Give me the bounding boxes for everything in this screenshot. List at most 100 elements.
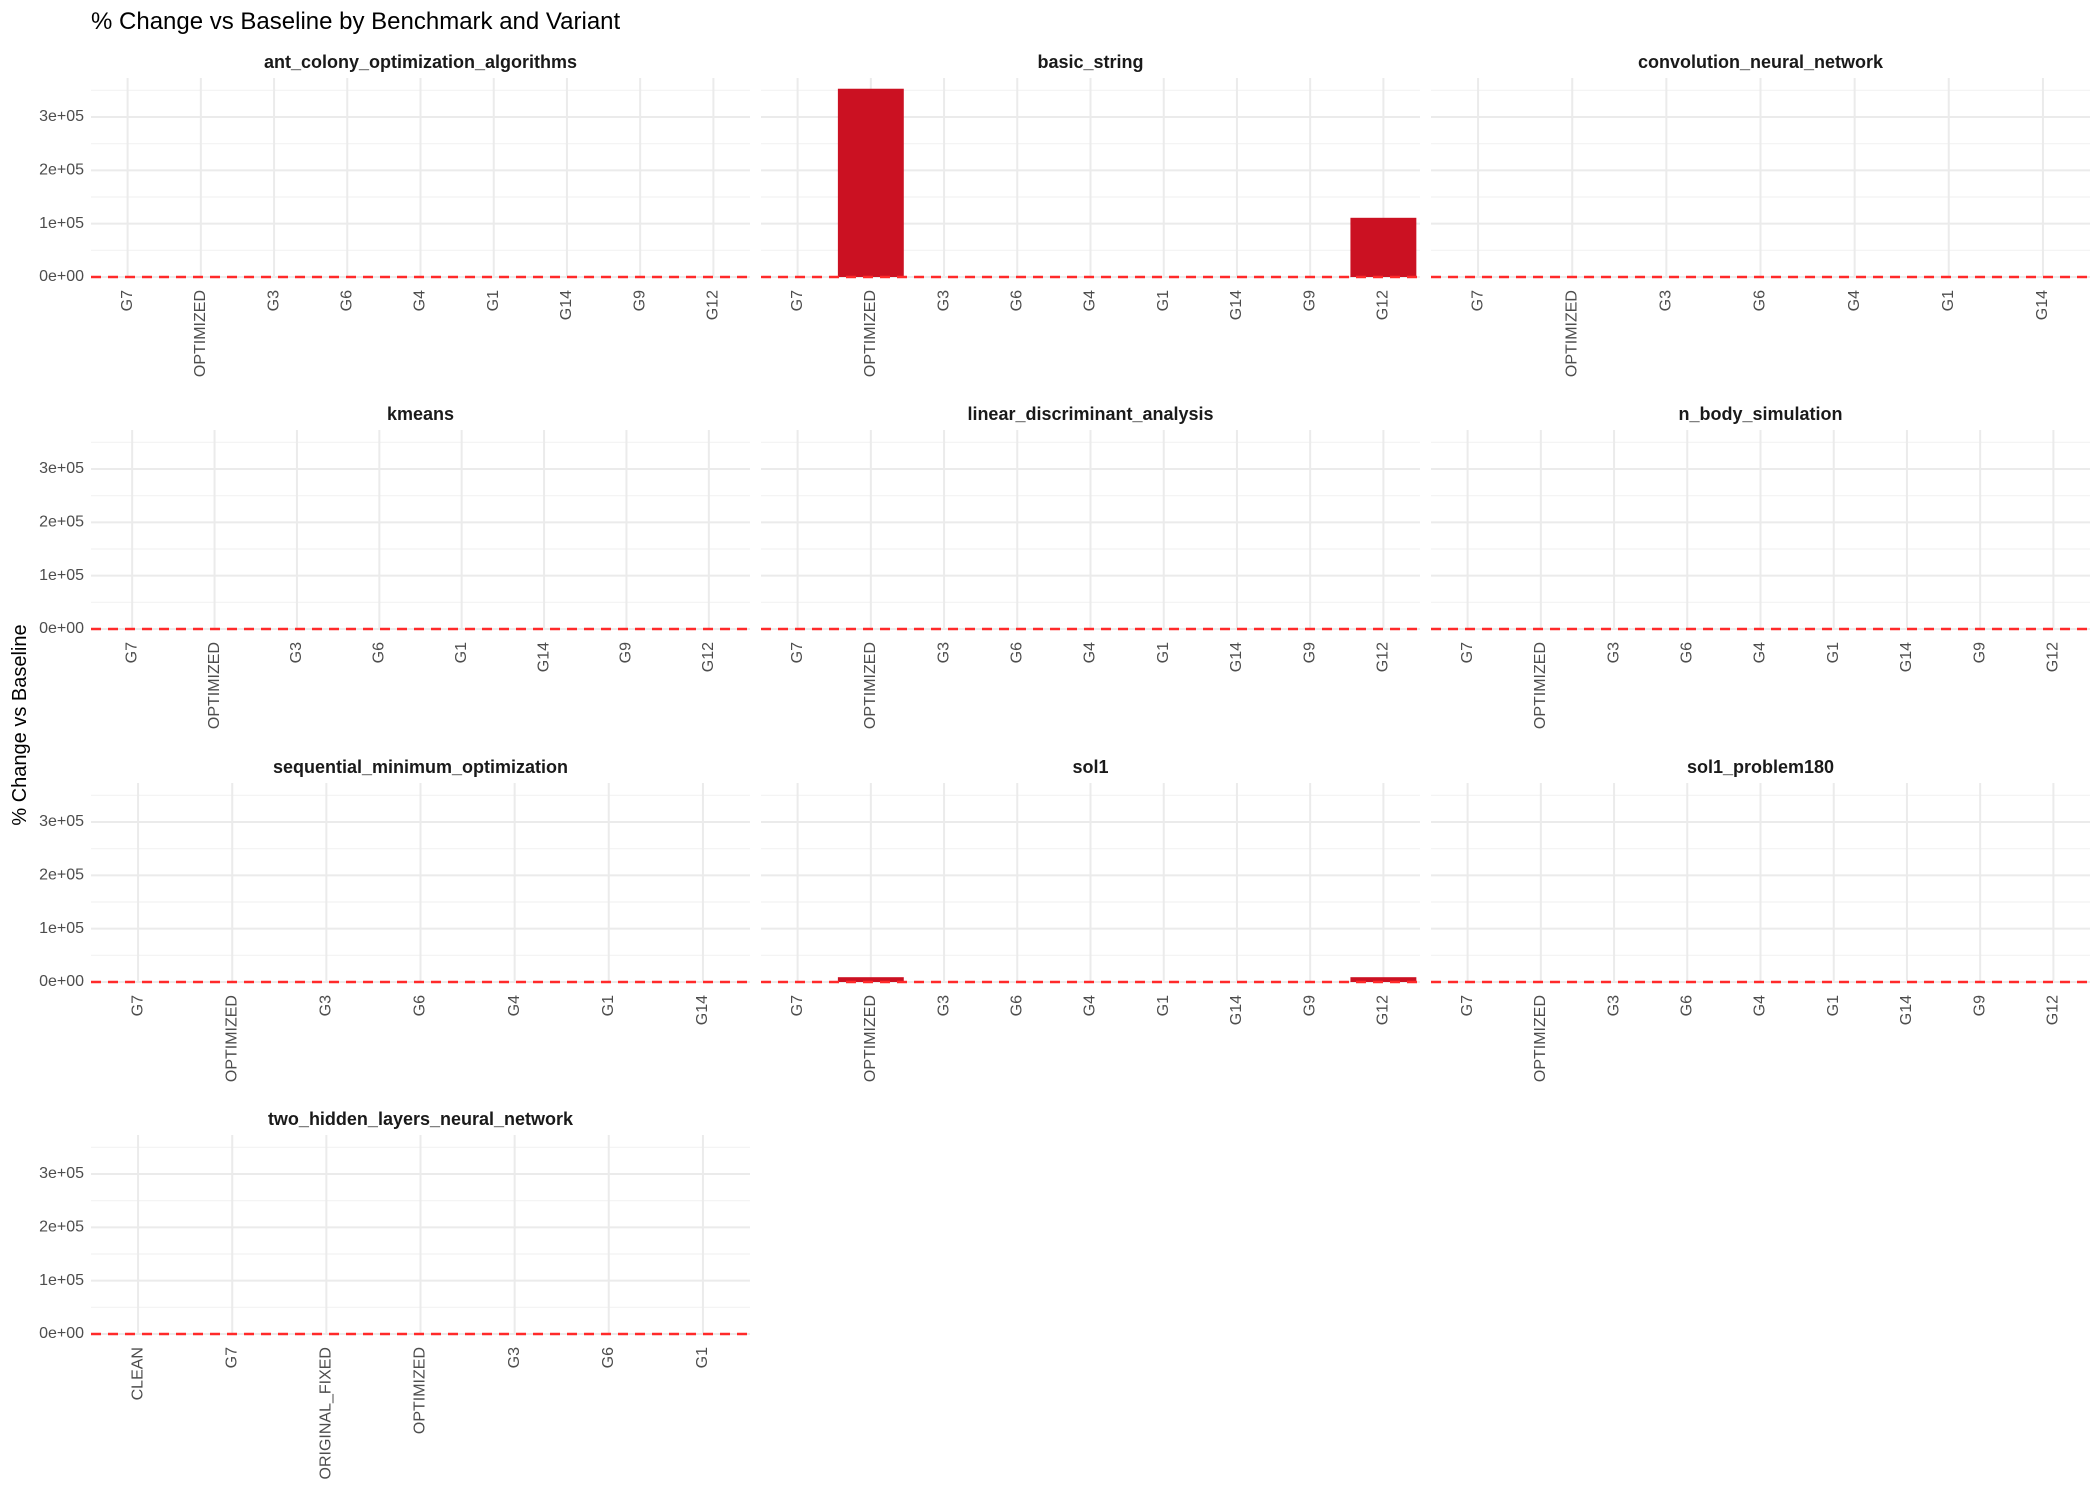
y-axis-label: % Change vs Baseline: [9, 624, 31, 825]
facet-panel-convolution_neural_network: convolution_neural_network G7 OPTIMIZED G3 G…: [1431, 52, 2090, 377]
facet-panel-ant_colony_optimization_algorithms: ant_colony_optimization_algorithms G7 OPTI…: [39, 52, 750, 377]
x-tick-label: G14: [1898, 995, 1915, 1025]
y-tick-label: 2e+05: [39, 162, 84, 179]
x-tick-label: OPTIMIZED: [223, 995, 240, 1082]
facet-panel-two_hidden_layers_neural_network: two_hidden_layers_neural_network CLEAN G7 O…: [39, 1109, 750, 1479]
x-tick-label: G3: [1605, 995, 1622, 1016]
x-tick-label: G4: [1082, 995, 1099, 1016]
facet-title: linear_discriminant_analysis: [967, 404, 1213, 424]
x-tick-label: G1: [1155, 290, 1172, 311]
x-tick-label: G3: [265, 290, 282, 311]
y-tick-label: 1e+05: [39, 567, 84, 584]
facet-title: sequential_minimum_optimization: [273, 757, 568, 777]
facet-title: kmeans: [387, 404, 454, 424]
x-tick-label: G14: [1228, 642, 1245, 672]
x-tick-label: G14: [535, 642, 552, 672]
x-tick-label: G3: [1658, 290, 1675, 311]
x-tick-label: G6: [1008, 995, 1025, 1016]
y-tick-label: 1e+05: [39, 1272, 84, 1289]
x-tick-label: G7: [1469, 290, 1486, 311]
x-tick-label: G1: [694, 1347, 711, 1368]
chart-title: % Change vs Baseline by Benchmark and Va…: [91, 8, 621, 35]
bar-basic_string-G12: [1350, 217, 1417, 277]
x-tick-label: G6: [1008, 290, 1025, 311]
bar-sol1-G12: [1350, 977, 1417, 982]
x-tick-label: G4: [506, 995, 523, 1016]
x-tick-label: G12: [1375, 290, 1392, 320]
x-tick-label: CLEAN: [129, 1347, 146, 1400]
facet-panel-n_body_simulation: n_body_simulation G7 OPTIMIZED G3 G6 G4 G1 G14 G…: [1431, 404, 2090, 729]
y-tick-label: 2e+05: [39, 867, 84, 884]
y-tick-label: 0e+00: [39, 268, 84, 285]
x-tick-label: OPTIMIZED: [412, 1347, 429, 1434]
x-tick-label: G6: [338, 290, 355, 311]
facet-title: two_hidden_layers_neural_network: [268, 1109, 574, 1129]
facet-title: basic_string: [1037, 52, 1143, 72]
x-tick-label: G1: [600, 995, 617, 1016]
x-tick-label: OPTIMIZED: [862, 642, 879, 729]
x-tick-label: OPTIMIZED: [192, 290, 209, 377]
x-tick-label: G1: [1940, 290, 1957, 311]
y-tick-label: 3e+05: [39, 460, 84, 477]
facet-title: n_body_simulation: [1678, 404, 1842, 424]
facet-title: sol1: [1072, 757, 1108, 777]
y-tick-label: 1e+05: [39, 215, 84, 232]
x-tick-label: G7: [789, 642, 806, 663]
x-tick-label: ORIGINAL_FIXED: [318, 1347, 335, 1479]
x-tick-label: G7: [1459, 995, 1476, 1016]
facet-title: convolution_neural_network: [1638, 52, 1884, 72]
x-tick-label: G7: [119, 290, 136, 311]
x-tick-label: G6: [1678, 995, 1695, 1016]
x-tick-label: G9: [631, 290, 648, 311]
x-tick-label: G9: [1971, 642, 1988, 663]
x-tick-label: G3: [935, 290, 952, 311]
x-tick-label: G6: [1752, 290, 1769, 311]
x-tick-label: G9: [1301, 290, 1318, 311]
x-tick-label: G14: [558, 290, 575, 320]
x-tick-label: G4: [1082, 642, 1099, 663]
x-tick-label: G14: [1228, 995, 1245, 1025]
x-tick-label: G12: [1375, 642, 1392, 672]
facet-panel-basic_string: basic_string G7 OPTIMIZED G3 G6 G4 G1 G14 G9 G12: [761, 52, 1420, 377]
y-tick-label: 3e+05: [39, 108, 84, 125]
x-tick-label: G14: [1898, 642, 1915, 672]
y-tick-label: 2e+05: [39, 1219, 84, 1236]
x-tick-label: OPTIMIZED: [862, 995, 879, 1082]
bar-basic_string-OPTIMIZED: [837, 88, 904, 277]
facet-panel-kmeans: kmeans G7 OPTIMIZED G3 G6 G1 G14 G9 G12 0e+00 1e+0…: [39, 404, 750, 729]
y-tick-label: 3e+05: [39, 1165, 84, 1182]
x-tick-label: G12: [2045, 642, 2062, 672]
x-tick-label: G3: [1605, 642, 1622, 663]
x-tick-label: G9: [1301, 642, 1318, 663]
x-tick-label: G6: [1008, 642, 1025, 663]
x-tick-label: G4: [1752, 995, 1769, 1016]
bar-sol1-OPTIMIZED: [837, 977, 904, 982]
x-tick-label: G3: [318, 995, 335, 1016]
x-tick-label: G7: [129, 995, 146, 1016]
x-tick-label: G6: [1678, 642, 1695, 663]
x-tick-label: G3: [288, 642, 305, 663]
x-tick-label: G1: [485, 290, 502, 311]
x-tick-label: G4: [1752, 642, 1769, 663]
y-tick-label: 0e+00: [39, 620, 84, 637]
x-tick-label: G9: [1971, 995, 1988, 1016]
x-tick-label: G12: [1375, 995, 1392, 1025]
y-tick-label: 1e+05: [39, 920, 84, 937]
x-tick-label: G7: [123, 642, 140, 663]
facet-title: sol1_problem180: [1687, 757, 1834, 777]
facet-panel-sequential_minimum_optimization: sequential_minimum_optimization G7 OPTIMIZ…: [39, 757, 750, 1082]
x-tick-label: OPTIMIZED: [206, 642, 223, 729]
x-tick-label: G1: [1155, 642, 1172, 663]
x-tick-label: OPTIMIZED: [862, 290, 879, 377]
x-tick-label: G3: [506, 1347, 523, 1368]
x-tick-label: G7: [789, 290, 806, 311]
x-tick-label: G3: [935, 642, 952, 663]
x-tick-label: G14: [2034, 290, 2051, 320]
y-tick-label: 3e+05: [39, 813, 84, 830]
x-tick-label: G1: [1825, 995, 1842, 1016]
x-tick-label: G7: [223, 1347, 240, 1368]
x-tick-label: G7: [1459, 642, 1476, 663]
x-tick-label: G6: [371, 642, 388, 663]
